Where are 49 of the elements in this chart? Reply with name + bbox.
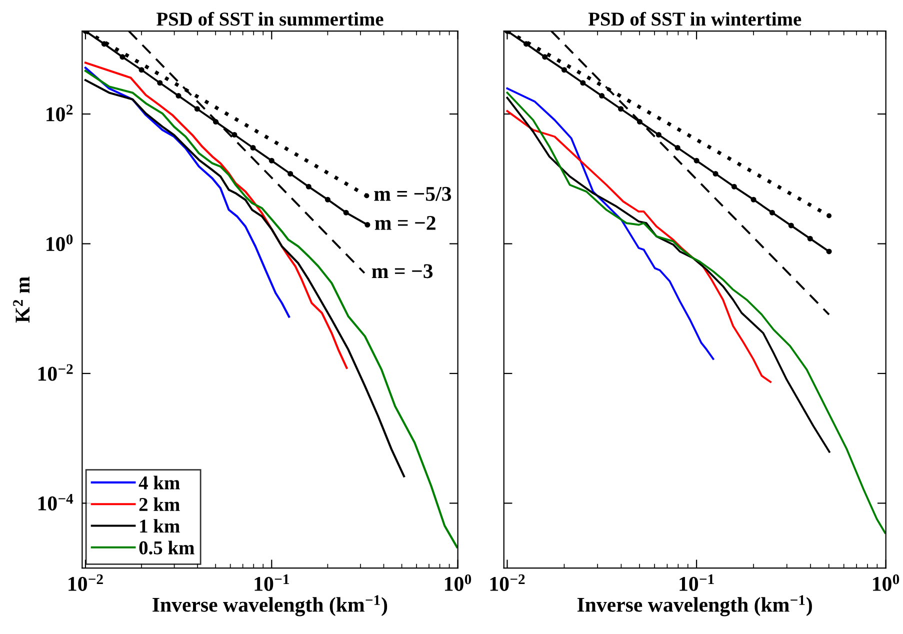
legend-label: 2 km bbox=[139, 497, 180, 511]
point bbox=[176, 93, 182, 99]
point bbox=[561, 67, 567, 73]
y-tick-label: 10$^{0}$ bbox=[46, 234, 73, 252]
point bbox=[599, 93, 605, 99]
annotation: m = −2 bbox=[374, 216, 436, 230]
point bbox=[138, 67, 144, 73]
chart-title: PSD of SST in summertime bbox=[156, 12, 384, 26]
legend-label: 4 km bbox=[138, 476, 180, 490]
x-tick-label: 10$^{−1}$ bbox=[254, 574, 289, 591]
y-tick-label: 10$^{−2}$ bbox=[38, 364, 73, 381]
legend-label: 1 km bbox=[140, 519, 180, 533]
point bbox=[769, 210, 775, 216]
legend-label: 0.5 km bbox=[139, 540, 194, 554]
point bbox=[194, 106, 200, 112]
x-tick-label: 10$^{0}$ bbox=[445, 574, 472, 591]
point bbox=[250, 144, 256, 151]
point bbox=[288, 170, 294, 177]
y-tick-label: 10$^{2}$ bbox=[46, 104, 73, 122]
point bbox=[542, 54, 548, 60]
point bbox=[157, 80, 163, 86]
point bbox=[807, 236, 813, 242]
x-axis-title: Inverse wavelength (km$^{−1}$) bbox=[577, 595, 812, 616]
annotation: m = −3 bbox=[372, 264, 433, 278]
point bbox=[343, 210, 349, 216]
point bbox=[232, 132, 238, 138]
point bbox=[268, 158, 274, 164]
x-tick-label: 10$^{−1}$ bbox=[680, 574, 714, 591]
point bbox=[731, 184, 737, 190]
point bbox=[324, 196, 330, 202]
annotation: m = −5/3 bbox=[374, 186, 452, 201]
point bbox=[580, 80, 586, 86]
point bbox=[826, 248, 832, 254]
y-tick-label: 10$^{−4}$ bbox=[38, 494, 74, 510]
x-tick-label: 10$^{−2}$ bbox=[68, 574, 103, 591]
point bbox=[306, 184, 312, 190]
x-axis-title: Inverse wavelength (km$^{−1}$) bbox=[152, 595, 388, 616]
point bbox=[712, 170, 718, 177]
point bbox=[674, 144, 680, 151]
chart-title: PSD of SST in wintertime bbox=[588, 12, 802, 26]
point bbox=[694, 158, 700, 164]
point bbox=[750, 196, 756, 202]
x-tick-label: 10$^{0}$ bbox=[873, 574, 900, 591]
x-tick-label: 10$^{−2}$ bbox=[490, 574, 525, 591]
point bbox=[618, 106, 624, 112]
y-axis-title: K$^{2}$ m bbox=[13, 276, 30, 323]
point bbox=[788, 222, 794, 228]
point bbox=[120, 54, 126, 60]
point bbox=[656, 132, 662, 138]
